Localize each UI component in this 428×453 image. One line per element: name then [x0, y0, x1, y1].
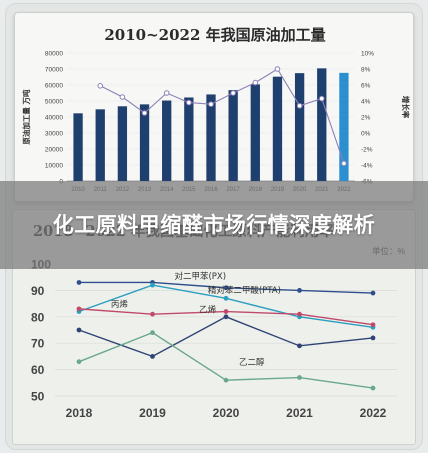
series-point: [223, 285, 229, 291]
y-tick-label: 10000: [45, 163, 63, 170]
series-point: [150, 330, 155, 336]
y-tick-label: 50000: [45, 99, 63, 106]
y2-tick-label: -4%: [361, 163, 373, 170]
bar: [317, 68, 327, 181]
series-point: [150, 282, 155, 288]
growth-rate-point: [186, 99, 192, 106]
crude-processing-chart: 2010~2022 年我国原油加工量0100002000030000400005…: [21, 26, 411, 193]
y2-tick-label: 6%: [361, 83, 371, 90]
bar: [339, 72, 349, 181]
bar: [162, 100, 172, 181]
series-point: [370, 290, 376, 296]
series-label: 乙烯: [199, 305, 217, 316]
x-tick-label: 2021: [286, 406, 313, 420]
series-point: [76, 306, 82, 312]
growth-rate-point: [208, 101, 214, 107]
bar: [184, 97, 194, 181]
bar: [95, 109, 105, 181]
series-point: [297, 288, 302, 293]
series-point: [223, 377, 229, 383]
growth-rate-point: [341, 160, 347, 167]
growth-rate-point: [318, 95, 325, 102]
bar: [228, 90, 238, 181]
y-tick-label: 80000: [45, 51, 63, 58]
series-point: [223, 295, 229, 301]
x-tick-label: 2019: [139, 406, 166, 420]
y2-axis-label: 增长率: [401, 96, 411, 119]
y-tick-label: 50: [31, 390, 45, 404]
series-point: [76, 280, 82, 285]
y-tick-label: 60000: [45, 83, 63, 90]
series-point: [76, 327, 82, 333]
y-tick-label: 40000: [45, 115, 63, 122]
y2-tick-label: -2%: [361, 147, 373, 154]
bar: [73, 113, 83, 181]
bar: [250, 84, 260, 181]
growth-rate-point: [97, 83, 104, 89]
series-point: [370, 322, 376, 328]
x-tick-label: 2022: [360, 406, 387, 420]
growth-rate-line: [99, 68, 345, 164]
growth-rate-point: [119, 94, 126, 100]
series-label: 丙烯: [111, 299, 129, 310]
y-tick-label: 90: [31, 284, 45, 298]
crude-processing-chart-panel: 2010~2022 年我国原油加工量0100002000030000400005…: [14, 12, 414, 202]
series-point: [297, 343, 302, 349]
article-title-banner[interactable]: 化工原料甲缩醛市场行情深度解析: [0, 181, 428, 269]
y-tick-label: 80: [31, 310, 45, 324]
series-point: [297, 311, 302, 317]
growth-rate-point: [163, 90, 170, 96]
growth-rate-point: [296, 103, 303, 109]
y-tick-label: 70000: [45, 67, 63, 74]
y2-tick-label: 0%: [361, 131, 371, 138]
y2-tick-label: 4%: [361, 99, 371, 106]
y2-tick-label: 8%: [361, 67, 371, 74]
bar: [272, 76, 283, 181]
series-label: 乙二醇: [239, 357, 265, 368]
series-point: [223, 314, 229, 320]
bar: [139, 104, 150, 181]
y-tick-label: 60: [31, 363, 45, 377]
series-line: [78, 316, 374, 358]
series-point: [150, 311, 155, 317]
growth-rate-point: [252, 79, 259, 86]
series-point: [76, 359, 82, 365]
bar: [117, 106, 128, 181]
series-point: [370, 335, 376, 341]
bar: [294, 73, 305, 181]
growth-rate-point: [274, 66, 281, 72]
series-point: [370, 385, 376, 391]
series-label: 精对苯二甲酸(PTA): [208, 285, 281, 296]
series-point: [297, 375, 302, 380]
y-axis-label: 原油加工量 万吨: [21, 89, 31, 145]
y-tick-label: 30000: [45, 131, 63, 138]
y2-tick-label: 10%: [361, 51, 374, 58]
y-tick-label: 20000: [45, 147, 63, 154]
article-title[interactable]: 化工原料甲缩醛市场行情深度解析: [52, 213, 376, 237]
bar: [206, 94, 216, 181]
y-tick-label: 70: [31, 337, 45, 351]
x-tick-label: 2018: [66, 406, 93, 420]
chart-title: 2010~2022 年我国原油加工量: [104, 26, 325, 44]
x-tick-label: 2020: [213, 406, 240, 420]
series-point: [150, 354, 155, 359]
series-label: 对二甲苯(PX): [174, 271, 226, 282]
y2-tick-label: 2%: [361, 115, 371, 122]
growth-rate-point: [230, 90, 236, 96]
growth-rate-point: [141, 110, 148, 116]
series-point: [223, 309, 229, 314]
